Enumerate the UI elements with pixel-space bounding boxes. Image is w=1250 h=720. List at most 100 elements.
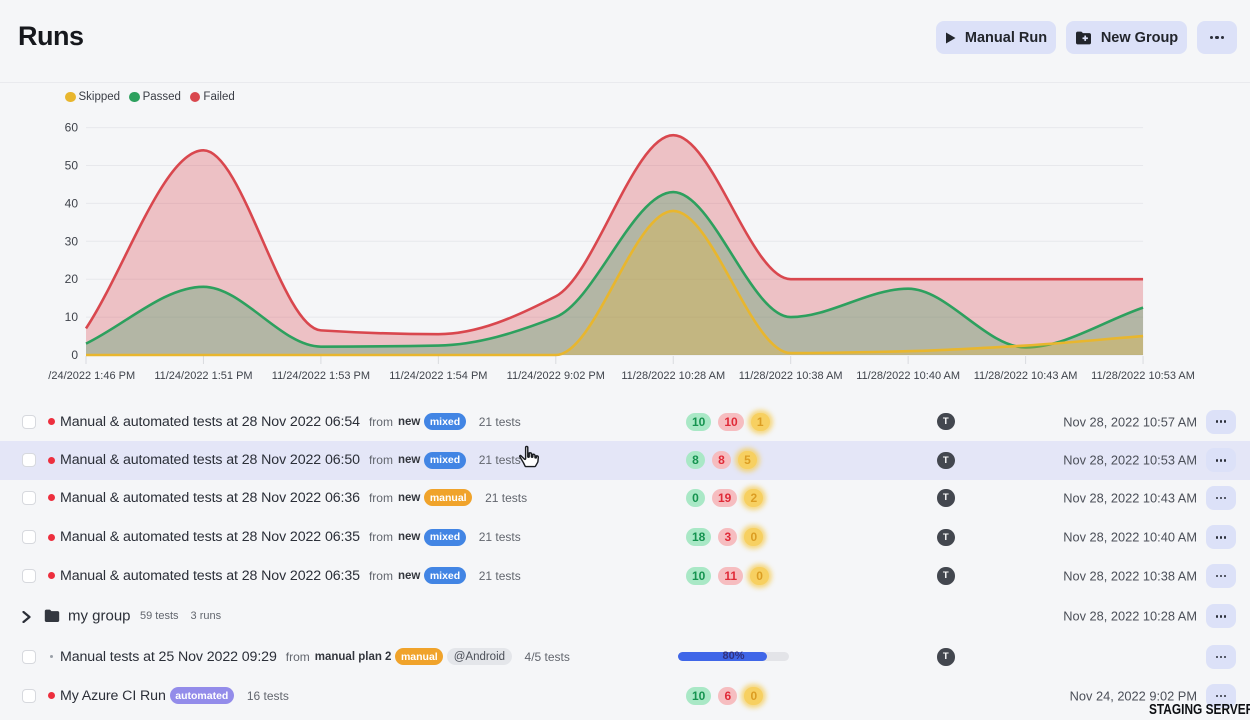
- legend-item-failed[interactable]: Failed: [189, 91, 235, 103]
- passed-count-badge: 10: [686, 412, 712, 431]
- row-checkbox[interactable]: [22, 490, 36, 505]
- run-row[interactable]: Manual & automated tests at 28 Nov 2022 …: [0, 556, 1250, 595]
- result-count-badges: 10 6 0: [686, 676, 764, 715]
- tests-count-label: 21 tests: [478, 568, 521, 583]
- chart-legend: Skipped Passed Failed: [65, 91, 235, 103]
- progress-percent-label: 80%: [722, 650, 745, 663]
- test-results-chart: 0 10 20 30 40 50 60 11/24/2022 1:46 PM 11/24/202…: [48, 85, 1250, 385]
- x-axis-tick-label: 11/28/2022 10:28 AM: [621, 370, 725, 382]
- run-title[interactable]: Manual & automated tests at 28 Nov 2022 …: [60, 413, 360, 430]
- row-more-button[interactable]: [1206, 448, 1236, 473]
- row-more-button[interactable]: [1206, 485, 1236, 510]
- group-meta: 59 tests 3 runs: [140, 610, 221, 622]
- row-more-button[interactable]: [1206, 563, 1236, 588]
- run-row[interactable]: My Azure CI Run automated 16 tests 10 6 0 Nov …: [0, 676, 1250, 715]
- run-main-info: Manual & automated tests at 28 Nov 2022 …: [60, 402, 521, 441]
- run-row[interactable]: Manual & automated tests at 28 Nov 2022 …: [0, 518, 1250, 557]
- run-row[interactable]: Manual & automated tests at 28 Nov 2022 …: [0, 402, 1250, 441]
- x-axis-tick-label: 11/28/2022 10:43 AM: [974, 370, 1078, 382]
- play-icon: [945, 32, 956, 44]
- tests-count-label: 21 tests: [485, 490, 528, 505]
- assignee-avatar[interactable]: T: [937, 528, 955, 547]
- row-checkbox[interactable]: [22, 453, 36, 468]
- area-chart-svg: 0 10 20 30 40 50 60 11/24/2022 1:46 PM 11/24/202…: [48, 121, 1195, 382]
- skipped-count-badge: 5: [738, 451, 757, 470]
- run-main-info: My Azure CI Run automated 16 tests: [60, 676, 289, 715]
- assignee-avatar[interactable]: T: [937, 451, 955, 470]
- y-axis-tick-label: 30: [65, 234, 79, 248]
- row-checkbox[interactable]: [22, 530, 36, 545]
- run-title[interactable]: Manual tests at 25 Nov 2022 09:29: [60, 648, 277, 665]
- folder-icon: [44, 609, 60, 628]
- passed-count-badge: 0: [686, 488, 705, 507]
- assignee-avatar[interactable]: T: [937, 489, 955, 507]
- skipped-count-badge: 0: [750, 566, 770, 585]
- run-title[interactable]: Manual & automated tests at 28 Nov 2022 …: [60, 489, 360, 506]
- row-more-button[interactable]: [1206, 525, 1236, 550]
- row-checkbox[interactable]: [22, 568, 36, 583]
- area-fill-passed: [86, 192, 1144, 355]
- failed-count-badge: 19: [712, 488, 738, 507]
- run-main-info: Manual & automated tests at 28 Nov 2022 …: [60, 478, 527, 517]
- skipped-count-badge: 1: [750, 412, 770, 431]
- legend-dot-skipped: [65, 91, 76, 103]
- failed-status-dot: [48, 494, 55, 502]
- run-row[interactable]: Manual & automated tests at 28 Nov 2022 …: [0, 478, 1250, 517]
- run-date: Nov 28, 2022 10:57 AM: [1063, 414, 1197, 430]
- row-more-button[interactable]: [1206, 683, 1236, 708]
- from-plan-name: new: [397, 415, 421, 428]
- tag-badge-automated: automated: [169, 687, 234, 705]
- run-date: Nov 24, 2022 9:02 PM: [1069, 688, 1197, 704]
- run-title[interactable]: Manual & automated tests at 28 Nov 2022 …: [60, 567, 360, 584]
- staging-server-watermark: STAGING SERVER: [1149, 702, 1250, 718]
- group-tests-count: 59 tests: [140, 610, 179, 623]
- run-title[interactable]: My Azure CI Run: [60, 687, 166, 704]
- run-title[interactable]: Manual & automated tests at 28 Nov 2022 …: [60, 529, 360, 546]
- run-main-info: Manual & automated tests at 28 Nov 2022 …: [60, 518, 521, 557]
- skipped-count-badge: 2: [744, 488, 764, 507]
- new-group-button[interactable]: New Group: [1066, 21, 1187, 54]
- manual-run-label: Manual Run: [964, 29, 1048, 46]
- assignee-avatar[interactable]: T: [937, 412, 955, 431]
- tests-count-label: 16 tests: [246, 688, 289, 703]
- row-checkbox[interactable]: [22, 414, 36, 429]
- header-more-button[interactable]: [1197, 21, 1237, 54]
- chevron-right-icon[interactable]: [21, 610, 32, 628]
- row-checkbox[interactable]: [22, 649, 36, 664]
- run-main-info: Manual tests at 25 Nov 2022 09:29 from man…: [60, 637, 570, 676]
- failed-status-dot: [48, 418, 55, 426]
- tag-badge-manual: manual: [424, 489, 473, 507]
- toolbar: Manual Run New Group: [936, 21, 1237, 54]
- x-axis-tick-label: 11/28/2022 10:53 AM: [1091, 370, 1195, 382]
- legend-item-passed[interactable]: Passed: [129, 91, 181, 103]
- from-label: from: [368, 414, 393, 429]
- row-more-button[interactable]: [1206, 644, 1236, 669]
- area-line-skipped: [86, 209, 1144, 357]
- manual-run-button[interactable]: Manual Run: [936, 21, 1056, 54]
- group-row[interactable]: my group 59 tests 3 runs Nov 28, 2022 10:28…: [0, 597, 1250, 636]
- y-axis-tick-label: 60: [65, 121, 79, 135]
- legend-dot-failed: [189, 91, 201, 103]
- assignee-avatar[interactable]: T: [937, 648, 955, 666]
- run-row[interactable]: Manual tests at 25 Nov 2022 09:29 from man…: [0, 637, 1250, 676]
- legend-item-skipped[interactable]: Skipped: [65, 91, 120, 103]
- y-axis-tick-label: 50: [65, 159, 79, 173]
- area-line-failed: [84, 133, 1144, 336]
- tests-count-label: 21 tests: [478, 414, 521, 429]
- row-checkbox[interactable]: [22, 688, 36, 703]
- passed-count-badge: 18: [686, 528, 712, 547]
- run-title[interactable]: Manual & automated tests at 28 Nov 2022 …: [60, 452, 360, 469]
- from-plan-name: new: [397, 531, 421, 544]
- progress-bar-fill: [678, 652, 767, 662]
- y-axis-tick-label: 10: [65, 310, 79, 324]
- x-axis-tick-label: 11/24/2022 1:51 PM: [154, 370, 252, 382]
- assignee-avatar[interactable]: T: [937, 567, 955, 585]
- row-more-button[interactable]: [1206, 604, 1236, 629]
- from-label: from: [368, 453, 393, 468]
- row-more-button[interactable]: [1206, 409, 1236, 434]
- failed-status-dot: [48, 533, 55, 541]
- tag-badge-android: @Android: [447, 648, 512, 666]
- group-name: my group: [68, 607, 131, 625]
- run-row[interactable]: Manual & automated tests at 28 Nov 2022 …: [0, 440, 1250, 481]
